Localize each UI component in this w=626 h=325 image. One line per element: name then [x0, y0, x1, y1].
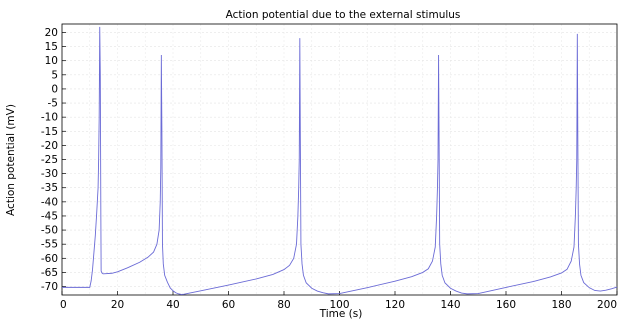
x-tick-label: 200	[597, 299, 617, 311]
y-tick-label: -30	[41, 168, 58, 180]
x-tick-label: 60	[222, 299, 235, 311]
x-tick-label: 80	[277, 299, 290, 311]
y-tick-label: -25	[41, 154, 58, 166]
y-tick-label: 5	[51, 69, 58, 81]
y-tick-label: -55	[41, 239, 58, 251]
y-tick-label: -10	[41, 112, 58, 124]
y-tick-label: -35	[41, 182, 58, 194]
y-tick-label: 10	[45, 55, 58, 67]
y-tick-label: -5	[48, 98, 58, 110]
y-tick-label: -20	[41, 140, 58, 152]
y-tick-label: -40	[41, 196, 58, 208]
y-tick-label: 0	[51, 83, 58, 95]
x-tick-label: 20	[111, 299, 124, 311]
chart-title: Action potential due to the external sti…	[226, 9, 461, 21]
y-axis-title: Action potential (mV)	[5, 104, 17, 216]
x-tick-label: 180	[551, 299, 571, 311]
x-tick-label: 160	[496, 299, 516, 311]
y-tick-label: -15	[41, 126, 58, 138]
y-tick-label: -65	[41, 267, 58, 279]
grid-lines	[62, 24, 617, 295]
y-tick-label: 15	[45, 41, 58, 53]
y-tick-label: 20	[45, 27, 58, 39]
x-tick-label: 40	[166, 299, 179, 311]
y-tick-label: -70	[41, 281, 58, 293]
y-tick-label: -50	[41, 225, 58, 237]
y-tick-label: -60	[41, 253, 58, 265]
x-tick-label: 0	[60, 299, 67, 311]
x-tick-label: 120	[385, 299, 405, 311]
x-axis-title: Time (s)	[319, 308, 363, 320]
y-tick-label: -45	[41, 210, 58, 222]
x-tick-label: 140	[440, 299, 460, 311]
